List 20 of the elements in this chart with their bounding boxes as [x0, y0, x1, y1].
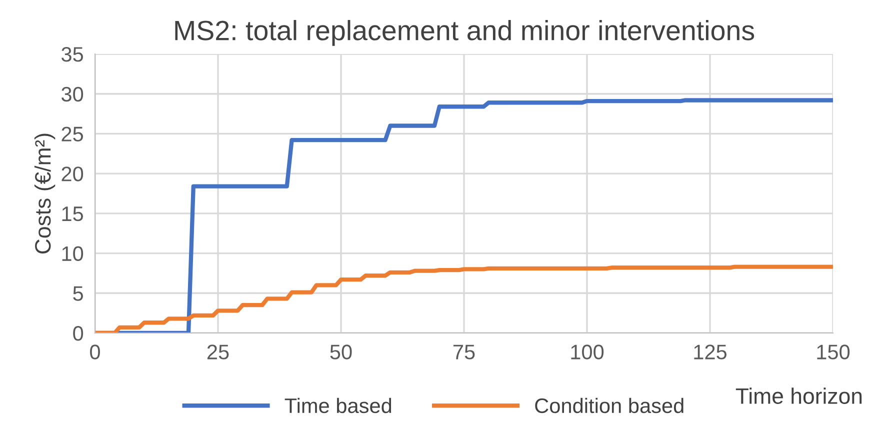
- y-tick-label: 15: [62, 206, 84, 222]
- y-tick-label: 5: [73, 286, 84, 301]
- x-tick-label: 75: [453, 344, 475, 360]
- x-tick-label: 150: [817, 344, 850, 360]
- x-tick-label: 100: [571, 344, 604, 360]
- y-axis-title: Costs (€/m²): [34, 134, 56, 254]
- y-tick-label: 30: [62, 86, 84, 102]
- y-tick-label: 10: [62, 246, 84, 262]
- legend-label: Condition based: [535, 398, 684, 414]
- legend-label: Time based: [284, 398, 392, 414]
- y-tick-label: 25: [62, 126, 84, 142]
- y-tick-label: 0: [73, 326, 84, 341]
- y-tick-label: 35: [62, 47, 84, 62]
- y-tick-label: 20: [62, 166, 84, 182]
- chart-title: MS2: total replacement and minor interventions: [175, 20, 754, 46]
- x-tick-label: 0: [90, 344, 100, 360]
- x-tick-label: 50: [330, 344, 352, 360]
- x-tick-label: 25: [207, 344, 229, 360]
- x-axis-title: Time horizon: [736, 388, 862, 404]
- x-tick-label: 125: [694, 344, 727, 360]
